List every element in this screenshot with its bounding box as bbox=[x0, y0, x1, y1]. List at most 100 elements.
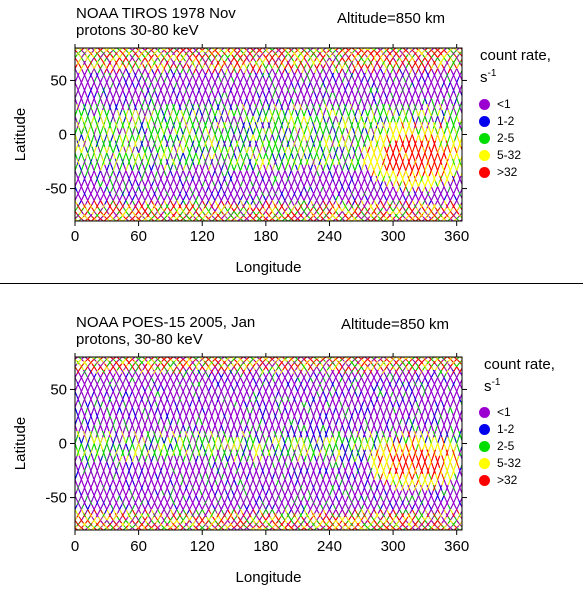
track-segment bbox=[372, 46, 374, 47]
track-segment bbox=[315, 222, 317, 223]
track-segment bbox=[228, 46, 230, 47]
track-segment bbox=[463, 116, 465, 122]
track-segment bbox=[450, 46, 452, 47]
track-segment bbox=[342, 222, 344, 223]
track-segment bbox=[67, 58, 69, 61]
track-segment bbox=[279, 222, 281, 223]
track-segment bbox=[143, 222, 145, 223]
track-segment bbox=[158, 46, 160, 47]
track-segment bbox=[323, 222, 325, 223]
track-segment bbox=[71, 73, 73, 78]
track-segment bbox=[98, 46, 100, 47]
track-segment bbox=[71, 73, 73, 78]
track-segment bbox=[238, 222, 240, 223]
track-segment bbox=[429, 46, 431, 47]
track-segment bbox=[181, 222, 183, 223]
track-segment bbox=[361, 222, 363, 223]
track-segment bbox=[448, 46, 450, 47]
track-segment bbox=[355, 46, 357, 47]
track-segment bbox=[317, 46, 319, 47]
track-segment bbox=[71, 104, 73, 110]
track-segment bbox=[187, 46, 189, 47]
track-segment bbox=[463, 211, 465, 214]
track-segment bbox=[317, 222, 319, 223]
track-segment bbox=[323, 46, 325, 47]
track-segment bbox=[448, 222, 450, 223]
track-segment bbox=[342, 46, 344, 47]
track-segment bbox=[170, 222, 172, 223]
track-segment bbox=[71, 221, 73, 222]
track-segment bbox=[404, 222, 406, 223]
track-segment bbox=[64, 204, 66, 208]
track-segment bbox=[168, 222, 170, 223]
track-segment bbox=[69, 165, 71, 171]
track-segment bbox=[359, 222, 361, 223]
track-segment bbox=[463, 219, 465, 221]
track-segment bbox=[423, 222, 425, 223]
track-segment bbox=[88, 46, 90, 47]
track-segment bbox=[289, 46, 291, 47]
track-segment bbox=[240, 222, 242, 223]
track-segment bbox=[467, 219, 469, 221]
track-segment bbox=[463, 49, 465, 51]
track-segment bbox=[465, 204, 467, 208]
track-segment bbox=[181, 46, 183, 47]
track-segment bbox=[64, 47, 66, 48]
track-segment bbox=[438, 46, 440, 47]
track-segment bbox=[469, 110, 471, 116]
track-segment bbox=[298, 222, 300, 223]
track-segment bbox=[465, 47, 467, 48]
track-segment bbox=[467, 222, 469, 223]
track-segment bbox=[156, 46, 158, 47]
track-segment bbox=[461, 222, 463, 223]
track-segment bbox=[467, 211, 469, 214]
track-segment bbox=[469, 116, 471, 122]
track-segment bbox=[71, 214, 73, 217]
track-segment bbox=[232, 222, 234, 223]
track-segment bbox=[64, 214, 66, 217]
track-segment bbox=[467, 98, 469, 104]
track-segment bbox=[71, 52, 73, 55]
track-segment bbox=[334, 222, 336, 223]
track-segment bbox=[465, 204, 467, 208]
track-segment bbox=[94, 46, 96, 47]
track-segment bbox=[67, 93, 69, 99]
track-segment bbox=[404, 46, 406, 47]
track-segment bbox=[463, 222, 465, 223]
track-segment bbox=[81, 46, 83, 47]
track-segment bbox=[86, 46, 88, 47]
track-segment bbox=[467, 46, 469, 47]
track-segment bbox=[463, 69, 465, 73]
track-segment bbox=[463, 98, 465, 104]
track-segment bbox=[260, 222, 262, 223]
track-segment bbox=[465, 47, 467, 48]
track-segment bbox=[463, 82, 465, 87]
track-segment bbox=[71, 122, 73, 128]
track-segment bbox=[64, 52, 66, 55]
track-segment bbox=[219, 222, 221, 223]
track-segment bbox=[64, 52, 66, 55]
track-segment bbox=[467, 187, 469, 192]
track-segment bbox=[69, 50, 71, 52]
track-segment bbox=[461, 46, 463, 47]
track-segment bbox=[240, 46, 242, 47]
track-segment bbox=[194, 46, 196, 47]
track-segment bbox=[463, 165, 465, 171]
track-segment bbox=[67, 217, 69, 219]
track-segment bbox=[465, 221, 467, 222]
track-segment bbox=[94, 222, 96, 223]
track-segment bbox=[67, 46, 69, 47]
track-segment bbox=[151, 222, 153, 223]
track-segment bbox=[194, 222, 196, 223]
track-segment bbox=[67, 222, 69, 223]
track-segment bbox=[467, 78, 469, 83]
track-segment bbox=[130, 222, 132, 223]
track-segment bbox=[69, 49, 71, 51]
track-segment bbox=[67, 219, 69, 221]
chart-subtitle: protons 30-80 keV bbox=[76, 22, 199, 40]
track-segment bbox=[469, 165, 471, 171]
track-segment bbox=[410, 46, 412, 47]
track-segment bbox=[366, 222, 368, 223]
track-segment bbox=[69, 116, 71, 122]
track-segment bbox=[221, 222, 223, 223]
